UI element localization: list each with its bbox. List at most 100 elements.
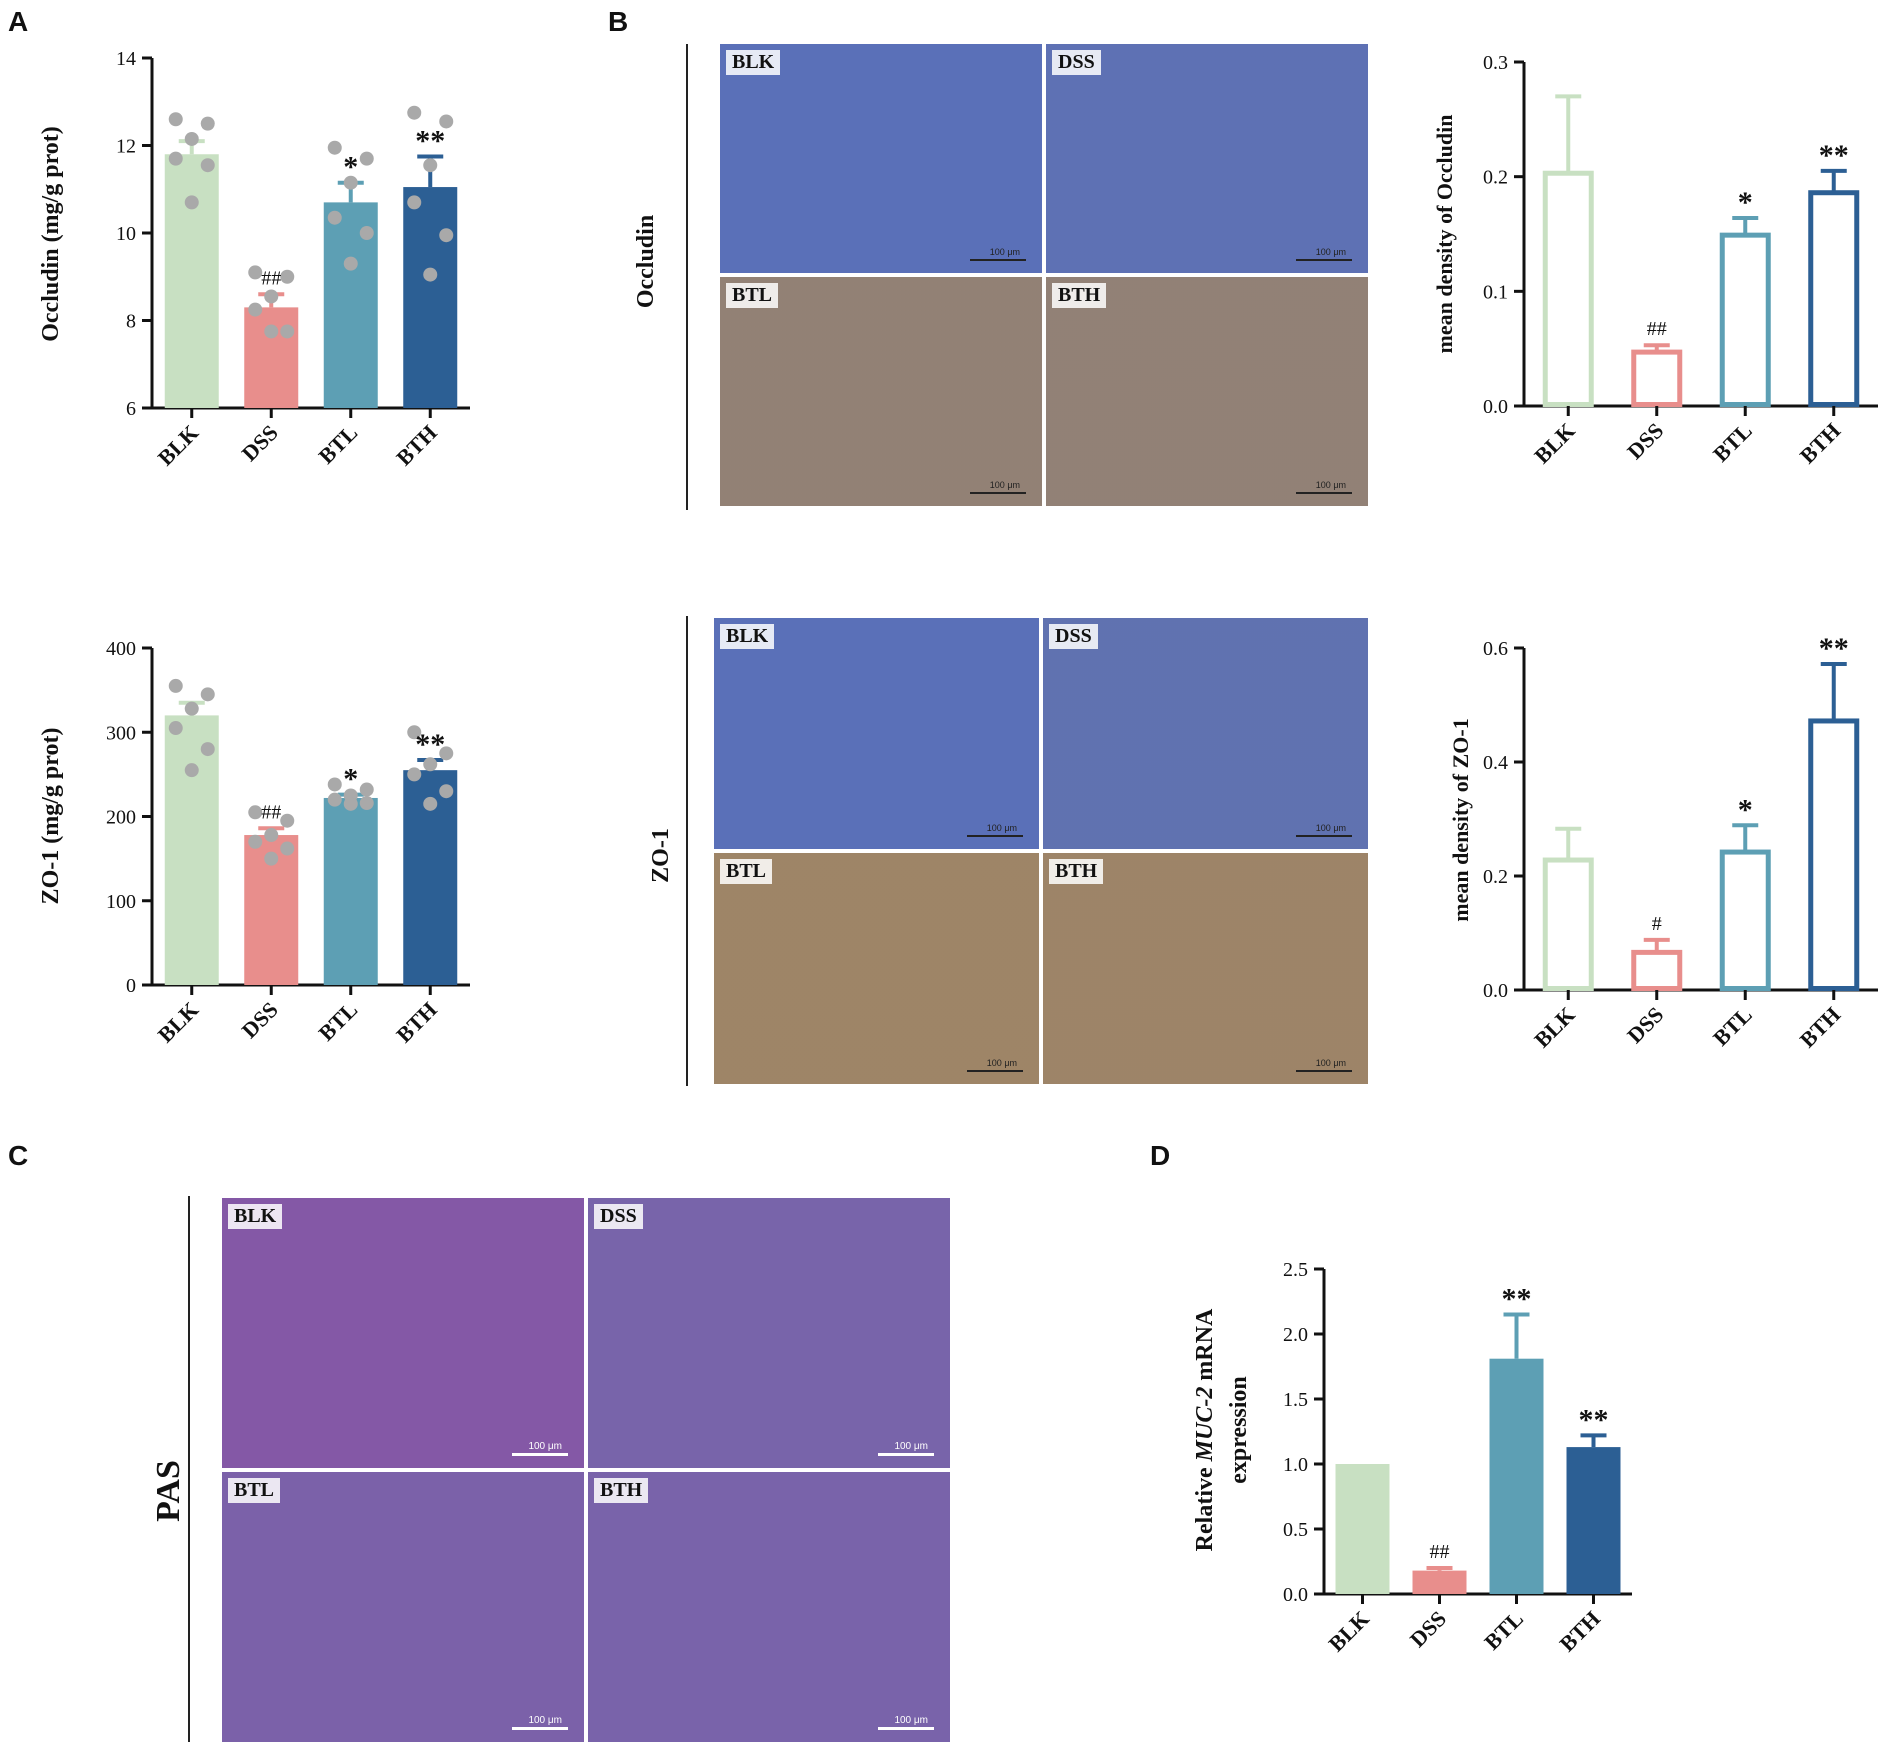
y-tick-label: 0.3 xyxy=(1483,52,1508,74)
scale-bar xyxy=(878,1727,934,1730)
x-tick-label: BLK xyxy=(153,420,204,471)
y-tick-label: 2.5 xyxy=(1283,1259,1308,1281)
bar-BLK xyxy=(1335,1464,1390,1594)
x-tick-label: BLK xyxy=(1529,1002,1580,1053)
x-tick-label: DSS xyxy=(1405,1606,1451,1652)
data-point xyxy=(407,195,422,210)
y-axis-label: ZO-1 (mg/g prot) xyxy=(38,728,64,905)
data-point xyxy=(264,289,279,304)
x-tick-label: BTL xyxy=(1479,1606,1528,1655)
data-point xyxy=(439,746,454,761)
micrograph-tile-bth: BTH 100 μm xyxy=(586,1470,952,1744)
y-tick-label: 0.0 xyxy=(1283,1584,1308,1606)
y-axis-label-part: MUC-2 xyxy=(1192,1387,1218,1463)
bar-BLK xyxy=(164,154,219,408)
data-point xyxy=(248,265,263,280)
scale-bar xyxy=(1296,259,1352,261)
data-point xyxy=(280,813,295,828)
panel-letter-c: C xyxy=(8,1140,29,1171)
y-tick-label: 12 xyxy=(116,136,136,158)
data-point xyxy=(327,140,342,155)
bar-BTH xyxy=(1808,190,1860,407)
x-tick-label: BTH xyxy=(1795,1002,1846,1053)
data-point xyxy=(248,834,263,849)
y-tick-label: 1.0 xyxy=(1283,1454,1308,1476)
scale-bar xyxy=(967,1070,1023,1072)
y-axis-label: mean density of ZO-1 xyxy=(1448,718,1473,922)
data-point xyxy=(200,742,215,757)
x-tick-label: BTH xyxy=(391,420,442,471)
data-point xyxy=(439,114,454,129)
micrograph-tile-bth: BTH 100 μm xyxy=(1044,275,1370,508)
x-tick-label: BTH xyxy=(391,997,442,1048)
y-tick-label: 200 xyxy=(106,807,136,829)
y-tick-label: 0.0 xyxy=(1483,396,1508,418)
scale-bar-label: 100 μm xyxy=(989,247,1020,257)
data-point xyxy=(343,796,358,811)
micrograph-tile-blk: BLK 100 μm xyxy=(718,42,1044,275)
y-tick-label: 0.2 xyxy=(1483,167,1508,189)
data-point xyxy=(423,757,438,772)
y-axis-label: mean density of Occludin xyxy=(1432,115,1457,354)
scale-bar xyxy=(1296,492,1352,494)
y-tick-label: 0.2 xyxy=(1483,866,1508,888)
tile-label: BTH xyxy=(594,1478,649,1503)
bar-DSS xyxy=(1412,1570,1467,1594)
scale-bar-label: 100 μm xyxy=(528,1441,562,1452)
data-point xyxy=(184,763,199,778)
data-point xyxy=(407,105,422,120)
scale-bar xyxy=(1296,835,1352,837)
tile-label: DSS xyxy=(594,1204,643,1229)
scale-bar-label: 100 μm xyxy=(894,1441,928,1452)
scale-bar-label: 100 μm xyxy=(1315,480,1346,490)
data-point xyxy=(359,782,374,797)
scale-bar-label: 100 μm xyxy=(986,1058,1017,1068)
significance-mark: ## xyxy=(1647,318,1667,340)
tile-label: BLK xyxy=(720,624,775,649)
data-point xyxy=(439,784,454,799)
scale-bar-label: 100 μm xyxy=(528,1715,562,1726)
significance-mark: * xyxy=(343,151,358,184)
bar-BTH xyxy=(1808,718,1860,992)
data-point xyxy=(343,175,358,190)
data-point xyxy=(168,721,183,736)
data-point xyxy=(280,269,295,284)
x-tick-label: BTL xyxy=(1708,1002,1757,1051)
micrograph-tile-dss: DSS 100 μm xyxy=(586,1196,952,1470)
bar-BLK xyxy=(1542,170,1594,407)
y-axis-label-part: mRNA xyxy=(1192,1308,1218,1387)
zo1-ihc-micrographs: BLK 100 μm DSS 100 μm BTL 100 μm BTH 100 μm xyxy=(712,616,1370,1086)
bar-BTL xyxy=(1719,232,1771,407)
y-axis-label: Relative MUC-2 mRNA expression xyxy=(1192,1308,1252,1551)
y-tick-label: 0 xyxy=(126,975,136,997)
scale-bar-label: 100 μm xyxy=(894,1715,928,1726)
data-point xyxy=(264,324,279,339)
x-tick-label: DSS xyxy=(1622,418,1668,464)
x-tick-label: BTL xyxy=(313,997,362,1046)
micrograph-tile-blk: BLK 100 μm xyxy=(220,1196,586,1470)
x-tick-label: BTL xyxy=(313,420,362,469)
y-tick-label: 100 xyxy=(106,891,136,913)
micrograph-tile-dss: DSS 100 μm xyxy=(1044,42,1370,275)
tile-label: BLK xyxy=(726,50,781,75)
scale-bar xyxy=(878,1453,934,1456)
significance-mark: * xyxy=(1738,793,1753,826)
data-point xyxy=(359,226,374,240)
data-point xyxy=(184,131,199,146)
y-tick-label: 0.0 xyxy=(1483,980,1508,1002)
scale-bar-label: 100 μm xyxy=(986,823,1017,833)
tile-label: BTH xyxy=(1049,859,1104,884)
tile-label: DSS xyxy=(1049,624,1098,649)
zo1-row-label: ZO-1 xyxy=(647,828,674,883)
occludin-divider xyxy=(686,44,688,510)
pas-divider xyxy=(188,1196,190,1742)
bar-BLK xyxy=(164,715,219,985)
scale-bar xyxy=(970,492,1026,494)
significance-mark: ** xyxy=(1819,139,1849,172)
significance-mark: ** xyxy=(1579,1403,1609,1436)
micrograph-tile-btl: BTL 100 μm xyxy=(718,275,1044,508)
bar-BLK xyxy=(1542,857,1594,991)
pas-micrographs: BLK 100 μm DSS 100 μm BTL 100 μm BTH 100 μm xyxy=(220,1196,952,1744)
panel-letter-d: D xyxy=(1150,1140,1171,1171)
x-tick-label: BTL xyxy=(1708,418,1757,467)
